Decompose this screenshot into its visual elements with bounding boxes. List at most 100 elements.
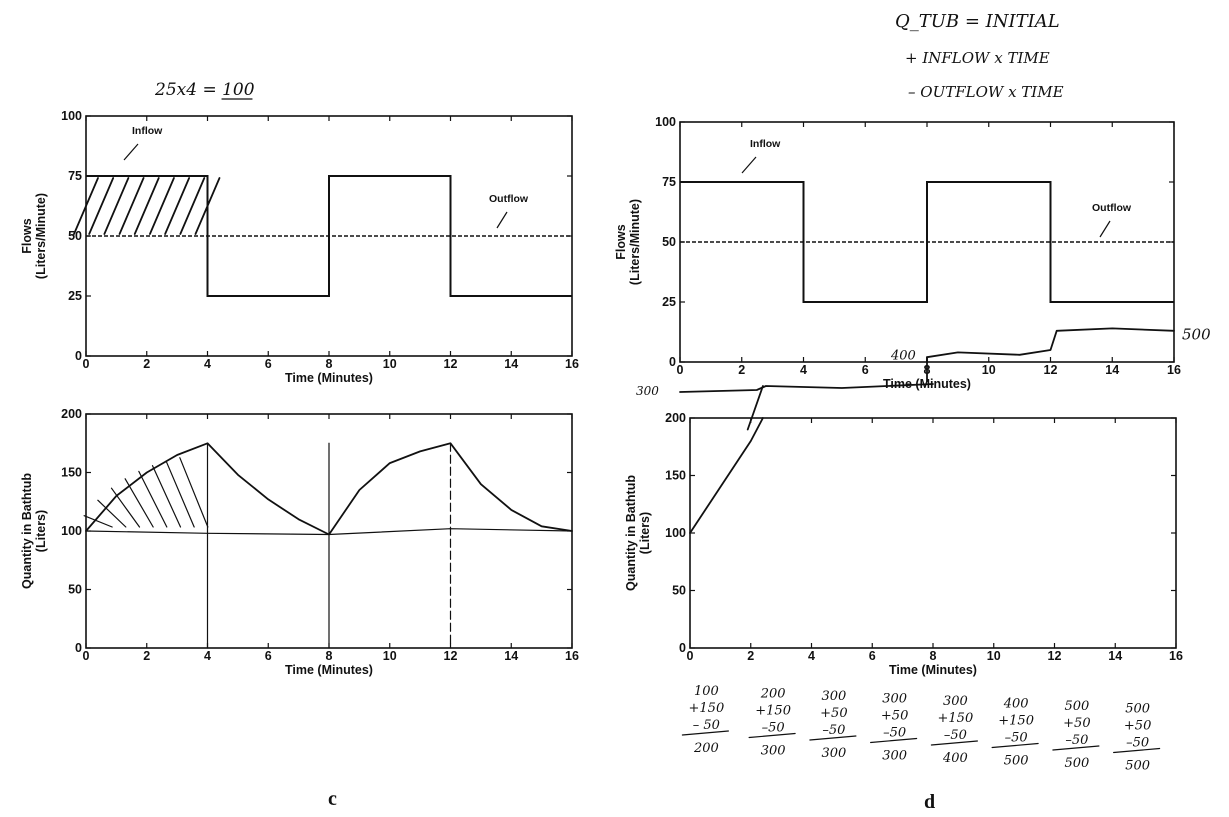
outflow-annotation: Outflow <box>489 193 529 205</box>
calc-line: 200 <box>760 687 786 702</box>
x-tick-label: 4 <box>808 649 815 663</box>
x-tick-label: 0 <box>677 363 684 377</box>
x-tick-label: 8 <box>326 357 333 371</box>
y-axis-label: (Liters) <box>34 510 48 552</box>
panel-d-caption: d <box>924 791 935 813</box>
panel-c-quantity-chart: 0 2 4 6 8 10 12 14 16 0 50 100 150 200 Time (Minutes) Q… <box>20 407 579 677</box>
y-tick-label: 100 <box>665 526 686 540</box>
inflow-annotation: Inflow <box>132 125 163 137</box>
hatch-stroke <box>125 479 153 527</box>
hand-quantity-sketch <box>927 328 1174 362</box>
y-axis-label: (Liters) <box>638 512 652 554</box>
calc-line: –50 <box>822 723 845 738</box>
handwritten-label-500: 500 <box>1182 326 1211 344</box>
y-axis-label: Flows <box>614 224 628 259</box>
y-axis-label: (Liters/Minute) <box>628 199 642 285</box>
calc-line: 500 <box>1004 754 1029 769</box>
y-tick-label: 100 <box>655 115 676 129</box>
hatch-stroke <box>180 458 208 527</box>
x-tick-label: 14 <box>1105 363 1119 377</box>
x-tick-label: 14 <box>1108 649 1122 663</box>
x-tick-label: 6 <box>862 363 869 377</box>
y-tick-label: 150 <box>61 466 82 480</box>
x-tick-label: 2 <box>143 649 150 663</box>
handwritten-label-300: 300 <box>636 384 659 398</box>
y-tick-label: 150 <box>665 469 686 483</box>
calc-line: 300 <box>821 689 846 704</box>
calc-line: –50 <box>1065 733 1088 748</box>
hatch-stroke <box>111 488 139 527</box>
calc-line: –50 <box>762 721 785 736</box>
y-tick-label: 75 <box>662 175 676 189</box>
x-tick-label: 2 <box>143 357 150 371</box>
x-tick-label: 4 <box>204 357 211 371</box>
x-tick-label: 6 <box>265 649 272 663</box>
plot-frame <box>690 418 1176 648</box>
x-tick-label: 2 <box>747 649 754 663</box>
x-tick-label: 6 <box>265 357 272 371</box>
x-tick-label: 12 <box>444 357 458 371</box>
calc-line: – 50 <box>693 718 720 733</box>
x-tick-label: 8 <box>326 649 333 663</box>
quantity-curve <box>690 418 763 533</box>
hatch-stroke <box>120 178 144 234</box>
y-tick-label: 50 <box>662 235 676 249</box>
x-axis-label: Time (Minutes) <box>285 663 373 677</box>
panel-c-handwritten-note: 25x4 = 100 <box>154 80 255 100</box>
calc-line: 200 <box>693 741 719 756</box>
calc-line: –50 <box>883 726 906 741</box>
x-tick-label: 12 <box>1044 363 1058 377</box>
panel-c-caption: c <box>328 788 337 810</box>
x-tick-label: 10 <box>987 649 1001 663</box>
calc-line: 500 <box>1064 699 1089 714</box>
hatch-stroke <box>89 178 113 234</box>
calc-line: 300 <box>882 749 907 764</box>
calc-line: +150 <box>755 704 791 719</box>
panel-d: 0 2 4 6 8 10 12 14 160255075100Time (Minutes)Flo… <box>614 11 1211 813</box>
calc-line: +50 <box>820 706 847 721</box>
x-tick-label: 14 <box>504 649 518 663</box>
y-tick-label: 50 <box>672 584 686 598</box>
x-tick-label: 10 <box>982 363 996 377</box>
calc-line: +150 <box>998 714 1034 729</box>
y-tick-label: 0 <box>669 355 676 369</box>
calc-line: 500 <box>1064 756 1089 771</box>
hatch-stroke <box>104 178 128 234</box>
y-tick-label: 25 <box>662 295 676 309</box>
handwritten-calculations: 100 +150 – 50 200 200 +150 –50 300 300 +50 –50 300 3… <box>682 684 1159 774</box>
calc-line: 100 <box>694 684 719 699</box>
calc-line: +50 <box>1063 716 1090 731</box>
calc-line: +150 <box>938 711 974 726</box>
y-tick-label: 0 <box>75 641 82 655</box>
x-tick-label: 0 <box>83 649 90 663</box>
calc-line: 500 <box>1125 702 1150 717</box>
formula-line-1: Q_TUB = INITIAL <box>895 11 1060 32</box>
x-tick-label: 12 <box>1048 649 1062 663</box>
x-tick-label: 16 <box>565 357 579 371</box>
y-tick-label: 100 <box>61 524 82 538</box>
x-tick-label: 4 <box>800 363 807 377</box>
x-tick-label: 14 <box>504 357 518 371</box>
hatch-stroke <box>180 178 204 234</box>
x-tick-label: 0 <box>83 357 90 371</box>
inflow-leader <box>124 144 138 160</box>
y-tick-label: 25 <box>68 289 82 303</box>
y-tick-label: 0 <box>75 349 82 363</box>
x-tick-label: 10 <box>383 357 397 371</box>
hatch-stroke <box>150 178 174 234</box>
y-axis-label: Quantity in Bathtub <box>624 475 638 591</box>
y-tick-label: 200 <box>665 411 686 425</box>
calc-line: 300 <box>943 694 968 709</box>
calc-line: –50 <box>944 728 967 743</box>
handwritten-label-400: 400 <box>890 349 916 364</box>
hatch-stroke <box>139 471 167 527</box>
x-tick-label: 8 <box>930 649 937 663</box>
x-tick-label: 16 <box>1169 649 1183 663</box>
y-axis-label: (Liters/Minute) <box>34 193 48 279</box>
x-tick-label: 12 <box>444 649 458 663</box>
formula-line-2: + INFLOW x TIME <box>905 49 1050 67</box>
calc-line: +50 <box>881 709 908 724</box>
calc-line: 500 <box>1125 759 1150 774</box>
